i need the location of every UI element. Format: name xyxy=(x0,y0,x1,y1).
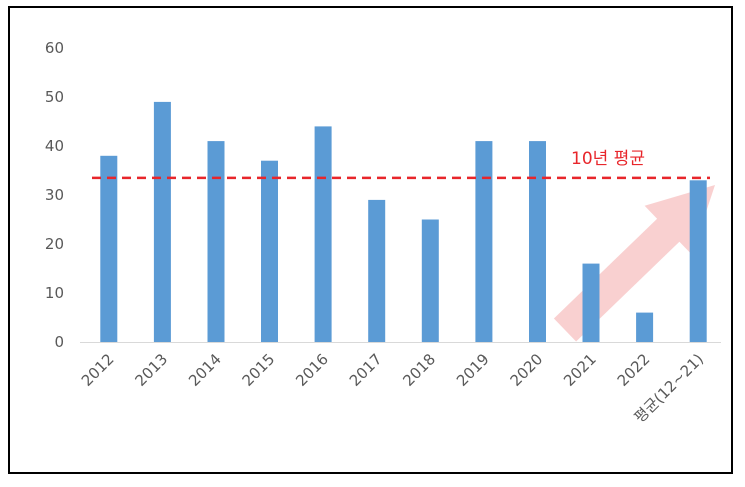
bars xyxy=(100,101,707,343)
bar-3 xyxy=(261,160,278,342)
bar-5 xyxy=(368,199,386,342)
x-tick-label: 2017 xyxy=(346,350,386,390)
x-tick-label: 2018 xyxy=(399,350,439,390)
bar-2 xyxy=(207,141,225,342)
bar-7 xyxy=(475,141,493,342)
bar-10 xyxy=(636,312,654,342)
y-axis-ticks: 0 10 20 30 40 50 60 xyxy=(45,39,64,351)
average-line-label: 10년 평균 xyxy=(571,149,645,169)
y-tick-label: 30 xyxy=(45,186,64,204)
y-tick-label: 60 xyxy=(45,39,64,57)
x-tick-label: 2019 xyxy=(453,350,493,390)
bar-1 xyxy=(153,101,171,343)
y-tick-label: 20 xyxy=(45,235,64,253)
bar-4 xyxy=(314,126,332,343)
y-tick-label: 0 xyxy=(54,333,64,351)
bar-0 xyxy=(100,155,118,342)
x-axis-ticks: 2012 2013 2014 2015 2016 2017 2018 2019 2020 2021… xyxy=(78,350,707,426)
y-tick-label: 10 xyxy=(45,284,64,302)
bar-9 xyxy=(582,263,600,342)
x-tick-label: 2020 xyxy=(507,350,547,390)
x-tick-label: 2022 xyxy=(614,350,654,390)
x-tick-label: 2012 xyxy=(78,350,118,390)
x-tick-label: 2016 xyxy=(292,350,332,390)
x-tick-label: 2015 xyxy=(239,350,279,390)
y-tick-label: 50 xyxy=(45,88,64,106)
x-tick-label: 2013 xyxy=(131,350,171,390)
y-tick-label: 40 xyxy=(45,137,64,155)
bar-8 xyxy=(529,141,546,342)
bar-11 xyxy=(689,180,707,342)
x-tick-label: 2021 xyxy=(560,350,600,390)
bar-6 xyxy=(421,219,439,342)
x-tick-label: 2014 xyxy=(185,350,225,390)
